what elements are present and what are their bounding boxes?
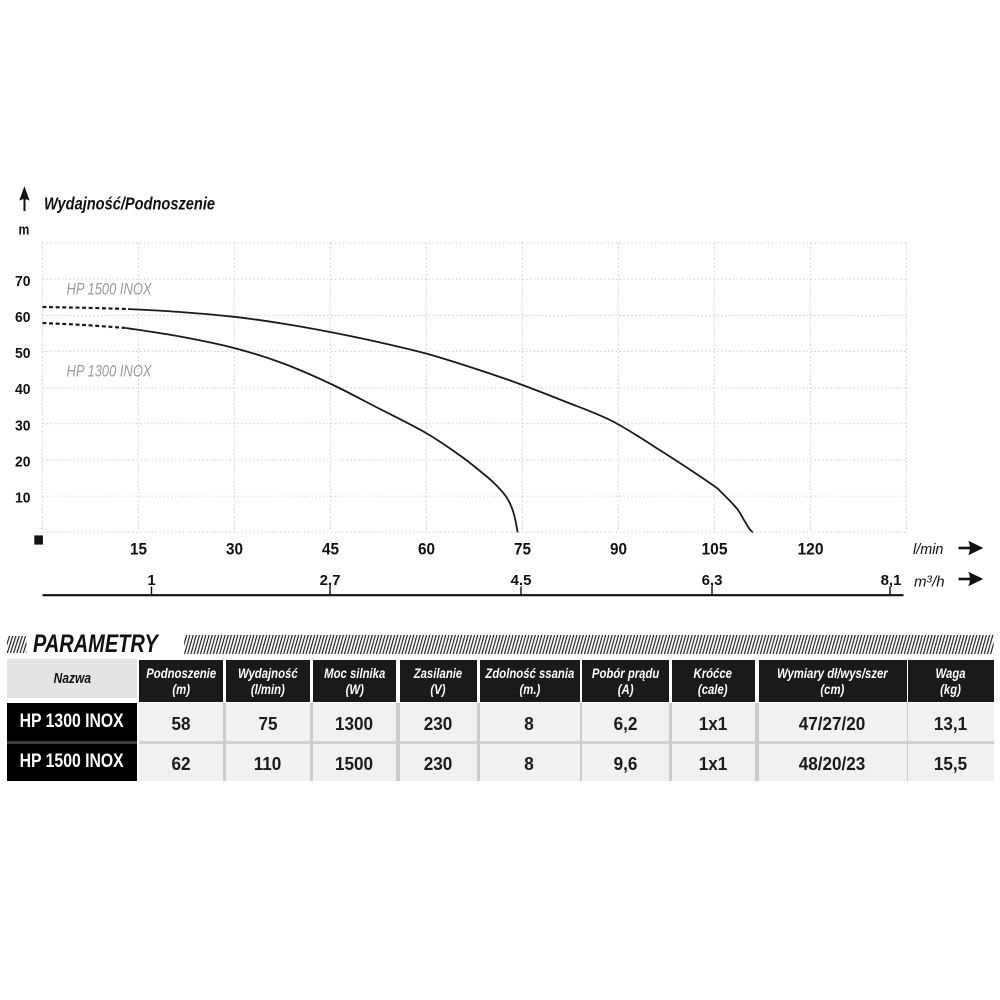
svg-text:HP 1500 INOX: HP 1500 INOX <box>67 281 153 299</box>
svg-text:6,3: 6,3 <box>702 572 723 589</box>
svg-text:70: 70 <box>15 273 31 290</box>
svg-text:10: 10 <box>15 490 31 507</box>
svg-text:30: 30 <box>226 541 243 559</box>
svg-text:m3/h: m3/h <box>914 574 945 591</box>
svg-text:8,1: 8,1 <box>881 572 902 589</box>
svg-text:2,7: 2,7 <box>320 572 341 589</box>
svg-text:105: 105 <box>702 541 728 559</box>
svg-text:m: m <box>19 221 30 238</box>
svg-text:20: 20 <box>15 454 31 471</box>
svg-text:50: 50 <box>15 345 31 362</box>
svg-text:HP 1300 INOX: HP 1300 INOX <box>67 362 153 380</box>
svg-text:1: 1 <box>147 572 155 589</box>
svg-text:60: 60 <box>418 541 435 559</box>
svg-text:15: 15 <box>130 541 147 559</box>
svg-text:4.5: 4.5 <box>511 572 532 589</box>
svg-text:30: 30 <box>15 417 31 434</box>
svg-text:40: 40 <box>15 381 31 398</box>
svg-text:Wydajność/Podnoszenie: Wydajność/Podnoszenie <box>44 194 215 214</box>
svg-text:l/min: l/min <box>913 541 943 558</box>
svg-text:60: 60 <box>15 309 31 326</box>
svg-text:75: 75 <box>514 541 531 559</box>
svg-text:90: 90 <box>610 541 627 559</box>
svg-text:45: 45 <box>322 541 339 559</box>
svg-text:120: 120 <box>798 541 824 559</box>
